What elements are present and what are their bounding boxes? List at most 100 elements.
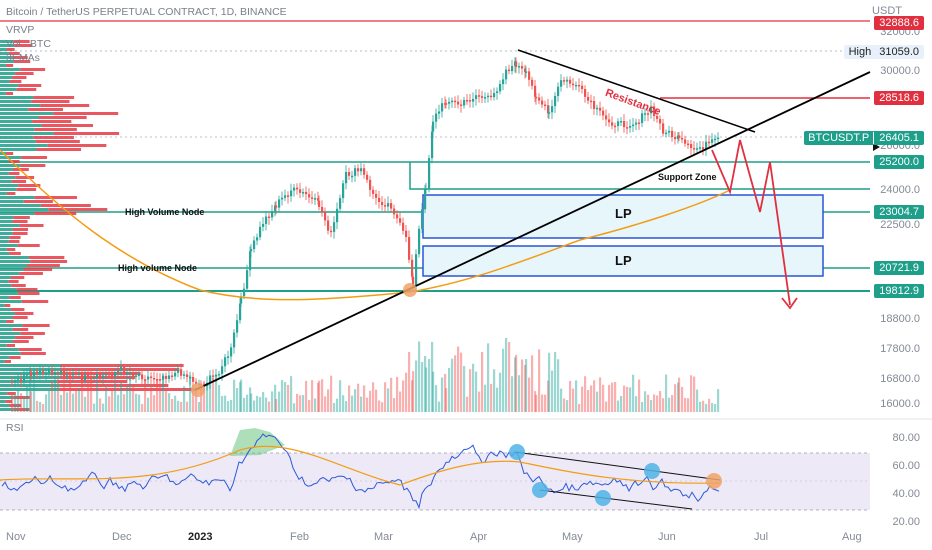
price-tag-current: BTCUSDT.P 26405.1 <box>804 131 924 145</box>
price-tag-28518: 28518.6 <box>874 91 924 105</box>
vp-bar-up <box>0 380 58 383</box>
volume-bar <box>617 400 620 412</box>
candle-body <box>402 222 405 231</box>
volume-bar <box>327 389 330 412</box>
candle-body <box>587 96 590 101</box>
indicator-emas[interactable]: 3EMAs <box>6 52 40 64</box>
candle-body <box>687 143 690 146</box>
vp-bar-down <box>16 188 37 191</box>
vp-bar-up <box>0 256 29 259</box>
volume-bar <box>108 396 111 412</box>
vp-bar-down <box>12 220 28 223</box>
vp-bar-down <box>21 300 49 303</box>
vp-bar-up <box>0 96 34 99</box>
volume-bar <box>448 367 451 412</box>
volume-bar <box>499 372 502 412</box>
volume-bar <box>54 381 57 412</box>
volume-bar <box>569 380 572 412</box>
volume-bar <box>189 375 192 412</box>
vp-bar-down <box>8 160 20 163</box>
vp-bar-down <box>57 380 128 383</box>
volume-bar <box>554 352 557 412</box>
volume-bar <box>271 391 274 412</box>
candle-body <box>511 65 514 72</box>
vp-bar-up <box>0 344 7 347</box>
candle-body <box>30 371 33 376</box>
volume-bar <box>78 388 81 412</box>
vp-bar-down <box>5 152 14 155</box>
volume-bar <box>192 385 195 412</box>
candle-body <box>224 357 227 367</box>
current-marker <box>873 143 880 151</box>
volume-bar <box>547 380 550 412</box>
volume-bar <box>36 400 39 412</box>
vp-bar-down <box>36 148 82 151</box>
volume-bar <box>614 381 617 412</box>
candle-body <box>218 373 221 376</box>
vp-bar-down <box>20 68 46 71</box>
candle-body <box>412 276 415 286</box>
candle-body <box>274 205 277 212</box>
candle-body <box>650 106 653 114</box>
vp-bar-down <box>5 64 14 67</box>
candle-body <box>262 223 265 227</box>
candle-body <box>647 113 650 115</box>
candle-body <box>90 375 93 378</box>
volume-bar <box>505 337 508 412</box>
volume-bar <box>693 376 696 412</box>
candle-body <box>518 66 521 68</box>
volume-bar <box>572 388 575 412</box>
vp-bar-down <box>17 244 40 247</box>
volume-bar <box>105 387 108 412</box>
volume-bar <box>174 395 177 412</box>
vp-bar-up <box>0 180 12 183</box>
volume-bar <box>521 359 524 412</box>
volume-bar <box>239 382 242 412</box>
candle-body <box>345 172 348 184</box>
indicator-volume[interactable]: Vol · BTC <box>6 38 51 50</box>
volume-bar <box>677 382 680 412</box>
volume-bar <box>30 391 33 412</box>
y-tick: 17800.0 <box>880 343 920 355</box>
volume-bar <box>302 395 305 412</box>
projection-arrow <box>781 297 798 310</box>
candle-body <box>308 194 311 198</box>
projection-path <box>711 139 791 306</box>
volume-bar <box>690 375 693 412</box>
vp-bar-up <box>0 176 16 179</box>
volume-bar <box>514 357 517 412</box>
volume-bar <box>33 383 36 412</box>
candle-body <box>487 95 490 98</box>
vp-bar-up <box>0 184 19 187</box>
volume-bar <box>342 395 345 412</box>
indicator-vrvp[interactable]: VRVP <box>6 24 35 36</box>
candle-body <box>78 373 81 375</box>
volume-bar <box>81 374 84 412</box>
vp-bar-up <box>0 324 23 327</box>
candle-body <box>296 187 299 190</box>
candle-body <box>212 375 215 377</box>
volume-bar <box>375 389 378 412</box>
volume-bar <box>206 384 209 412</box>
candle-body <box>162 375 165 380</box>
y-tick: 16800.0 <box>880 373 920 385</box>
volume-bar <box>63 383 66 412</box>
volume-bar <box>66 392 69 412</box>
vp-bar-up <box>0 168 13 171</box>
volume-bar <box>496 387 499 412</box>
vp-bar-down <box>13 216 30 219</box>
candle-body <box>548 112 551 114</box>
candle-body <box>690 143 693 149</box>
vp-bar-down <box>15 336 34 339</box>
volume-bar <box>599 377 602 412</box>
volume-bar <box>93 403 96 412</box>
vp-bar-down <box>6 320 14 323</box>
volume-bar <box>102 403 105 412</box>
vp-bar-up <box>0 116 39 119</box>
volume-bar <box>484 384 487 412</box>
vp-bar-up <box>0 296 10 299</box>
candle-body <box>653 106 656 117</box>
candle-body <box>445 103 448 105</box>
candle-body <box>336 208 339 223</box>
